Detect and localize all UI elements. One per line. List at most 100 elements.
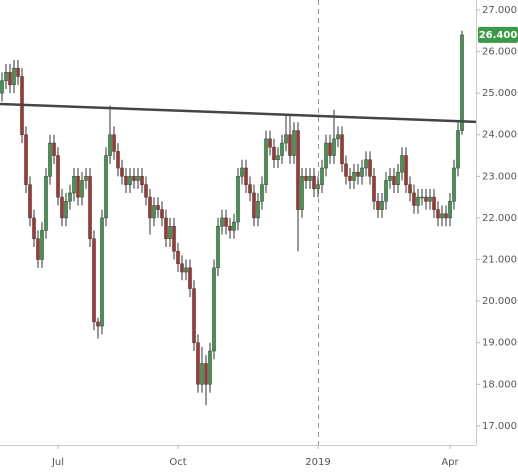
candle-body [196,342,200,385]
candle-body [236,176,240,223]
candle-body [300,176,304,210]
candle-body [108,134,112,156]
candle-body [8,72,12,86]
candle-body [356,171,360,177]
last-price-label: 26.400 [479,30,518,41]
candle-body [452,167,456,202]
candle-body [84,176,88,181]
candle-body [376,201,380,210]
candle-body [76,176,80,198]
candle-body [156,205,160,210]
candle-body [260,184,264,202]
candle-body [132,176,136,181]
candle-body [388,176,392,181]
candle-body [216,225,220,269]
candle-body [460,34,464,131]
y-tick-label: 22.000 [482,213,517,224]
candle-body [368,159,372,177]
candle-body [436,209,440,219]
last-price-box [478,26,518,43]
candle-body [396,171,400,185]
candle-body [304,176,308,181]
candle-body [276,155,280,160]
candle-body [340,134,344,165]
candle-body [116,151,120,169]
x-tick-label: Jul [51,457,64,468]
candle-body [404,155,408,185]
candle-body [208,350,212,385]
candle-body [272,146,276,160]
candle-body [228,225,232,231]
x-tick-label: Oct [169,457,186,468]
candle-body [100,217,104,327]
candle-body [412,192,416,206]
candle-body [324,142,328,169]
y-tick-label: 24.000 [482,130,517,141]
candle-body [120,167,124,177]
candle-body [12,67,16,86]
candle-body [176,250,180,264]
candle-body [360,167,364,177]
candle-body [444,213,448,219]
candle-body [168,225,172,239]
candle-body [224,217,228,227]
candle-body [16,67,20,77]
candle-body [344,163,348,177]
candle-body [280,142,284,156]
candle-body [392,176,396,185]
candle-body [348,176,352,181]
candle-body [336,134,340,140]
candle-body [352,171,356,181]
candle-body [456,130,460,169]
candle-body [128,176,132,185]
candle-body [380,201,384,210]
candle-body [52,142,56,156]
y-tick-label: 20.000 [482,296,517,307]
candle-body [256,201,260,219]
candle-body [28,184,32,219]
candle-body [268,138,272,148]
x-tick-label: 2019 [305,457,330,468]
candle-body [164,217,168,239]
candle-body [80,180,84,198]
candle-body [160,209,164,219]
candle-body [60,196,64,219]
candle-body [24,134,28,185]
candle-body [64,201,68,219]
candle-body [36,238,40,260]
candle-body [144,184,148,198]
candle-body [92,238,96,323]
trend-line [0,102,477,124]
candle-body [180,263,184,273]
y-tick-label: 26.000 [482,47,517,58]
candle-body [232,221,236,231]
candle-body [44,176,48,231]
candle-body [400,155,404,173]
candle-body [288,134,292,156]
candle-body [172,225,176,252]
candle-body [40,230,44,260]
candle-body [296,130,300,210]
candle-body [328,142,332,156]
candle-body [68,192,72,202]
candle-body [308,176,312,181]
candle-body [320,167,324,185]
candle-body [448,201,452,219]
candle-body [188,267,192,289]
candle-body [428,196,432,202]
candle-body [408,184,412,194]
candle-body [204,363,208,385]
candle-body [364,159,368,169]
y-tick-label: 27.000 [482,5,517,16]
candle-body [200,363,204,385]
candle-body [140,176,144,185]
candle-body [136,176,140,181]
candle-body [48,142,52,177]
candle-body [96,321,100,327]
candle-body [284,134,288,144]
candle-body [104,155,108,219]
candle-body [4,72,8,81]
candle-body [88,176,92,239]
candle-body [32,217,36,239]
